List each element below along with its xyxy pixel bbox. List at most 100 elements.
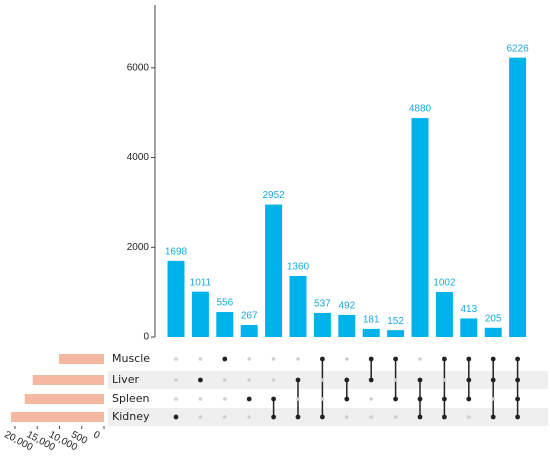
empty-dot — [320, 397, 325, 401]
empty-dot — [467, 415, 471, 419]
empty-dot — [271, 378, 276, 382]
bar — [387, 330, 405, 337]
empty-dot — [296, 357, 300, 361]
member-dot — [442, 414, 447, 420]
member-dot — [466, 377, 472, 383]
member-dot — [271, 396, 276, 402]
set-bar — [24, 394, 104, 404]
set-label: Kidney — [112, 410, 150, 423]
bar — [167, 260, 185, 337]
member-dot — [222, 356, 228, 362]
value-label: 6226 — [506, 43, 529, 54]
empty-dot — [247, 357, 251, 361]
bar — [191, 291, 209, 337]
bar — [460, 318, 478, 337]
empty-dot — [198, 415, 203, 419]
member-dot — [295, 377, 301, 383]
set-tick-label: 0 — [91, 429, 101, 442]
empty-dot — [174, 378, 178, 382]
member-dot — [515, 396, 520, 402]
member-dot — [515, 377, 520, 383]
set-bar — [32, 375, 105, 385]
empty-dot — [418, 357, 422, 361]
y-tick-label: 0 — [143, 332, 149, 343]
value-label: 152 — [387, 316, 404, 327]
empty-dot — [271, 357, 276, 361]
member-dot — [393, 396, 398, 402]
empty-dot — [223, 378, 227, 382]
member-dot — [246, 396, 252, 402]
member-dot — [442, 356, 447, 362]
value-label: 492 — [338, 301, 355, 312]
member-dot — [417, 396, 423, 402]
member-dot — [173, 414, 179, 420]
empty-dot — [198, 397, 203, 401]
member-dot — [466, 356, 472, 362]
member-dot — [442, 396, 447, 402]
value-label: 1002 — [433, 278, 456, 289]
member-dot — [344, 377, 350, 383]
bar — [411, 118, 429, 337]
value-label: 537 — [314, 299, 331, 310]
member-dot — [393, 356, 398, 362]
member-dot — [344, 396, 350, 402]
member-dot — [320, 356, 325, 362]
bar — [313, 312, 331, 337]
empty-dot — [247, 378, 251, 382]
value-label: 1011 — [190, 277, 212, 288]
member-dot — [490, 414, 496, 420]
value-label: 4880 — [409, 104, 432, 115]
member-dot — [295, 414, 301, 420]
empty-dot — [247, 415, 251, 419]
value-label: 205 — [485, 313, 502, 324]
empty-dot — [369, 415, 374, 419]
empty-dot — [320, 378, 325, 382]
bar — [338, 314, 356, 337]
member-dot — [368, 356, 374, 362]
member-dot — [417, 414, 423, 420]
set-bar — [10, 412, 105, 422]
set-label: Liver — [112, 373, 139, 386]
member-dot — [198, 377, 203, 383]
empty-dot — [369, 397, 374, 401]
bar — [216, 312, 234, 337]
y-tick-label: 6000 — [127, 62, 150, 73]
set-label: Muscle — [112, 352, 150, 365]
bar — [240, 325, 258, 337]
set-label: Spleen — [112, 392, 150, 405]
member-dot — [515, 356, 520, 362]
set-bar — [59, 354, 104, 364]
empty-dot — [442, 378, 447, 382]
empty-dot — [345, 415, 349, 419]
empty-dot — [296, 397, 300, 401]
empty-dot — [393, 415, 398, 419]
member-dot — [466, 396, 472, 402]
y-tick-label: 4000 — [127, 152, 150, 163]
member-dot — [368, 377, 374, 383]
empty-dot — [198, 357, 203, 361]
value-label: 556 — [216, 298, 233, 309]
bar — [484, 327, 502, 337]
bar — [265, 204, 283, 337]
bar — [362, 328, 380, 337]
empty-dot — [345, 357, 349, 361]
bar — [435, 292, 453, 337]
member-dot — [417, 377, 423, 383]
member-dot — [271, 414, 276, 420]
member-dot — [490, 377, 496, 383]
empty-dot — [223, 397, 227, 401]
member-dot — [490, 356, 496, 362]
bar — [289, 275, 307, 337]
value-label: 267 — [241, 311, 258, 322]
bar — [509, 57, 527, 337]
empty-dot — [223, 415, 227, 419]
empty-dot — [174, 357, 178, 361]
empty-dot — [393, 378, 398, 382]
member-dot — [320, 414, 325, 420]
value-label: 181 — [363, 315, 380, 326]
empty-dot — [174, 397, 178, 401]
row-shade — [108, 371, 548, 389]
row-shade — [108, 408, 548, 426]
empty-dot — [491, 397, 496, 401]
